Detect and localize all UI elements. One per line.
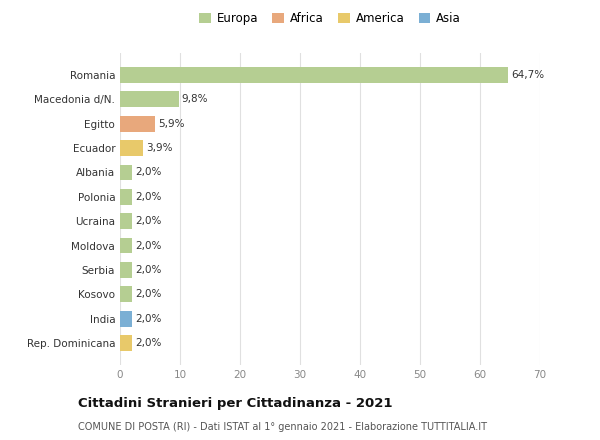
Text: COMUNE DI POSTA (RI) - Dati ISTAT al 1° gennaio 2021 - Elaborazione TUTTITALIA.I: COMUNE DI POSTA (RI) - Dati ISTAT al 1° …	[78, 422, 487, 433]
Bar	[120, 286, 132, 302]
Text: 2,0%: 2,0%	[135, 216, 161, 226]
Text: 2,0%: 2,0%	[135, 168, 161, 177]
Text: 9,8%: 9,8%	[182, 94, 208, 104]
Bar	[120, 92, 179, 107]
Bar	[120, 189, 132, 205]
Bar	[120, 311, 132, 326]
Text: 64,7%: 64,7%	[511, 70, 544, 80]
Text: 5,9%: 5,9%	[158, 119, 185, 128]
Text: 2,0%: 2,0%	[135, 314, 161, 324]
Text: 2,0%: 2,0%	[135, 338, 161, 348]
Text: 2,0%: 2,0%	[135, 192, 161, 202]
Bar	[120, 335, 132, 351]
Bar	[120, 165, 132, 180]
Bar	[120, 213, 132, 229]
Text: 3,9%: 3,9%	[146, 143, 173, 153]
Bar	[120, 67, 508, 83]
Text: 2,0%: 2,0%	[135, 241, 161, 250]
Text: 2,0%: 2,0%	[135, 290, 161, 299]
Text: 2,0%: 2,0%	[135, 265, 161, 275]
Text: Cittadini Stranieri per Cittadinanza - 2021: Cittadini Stranieri per Cittadinanza - 2…	[78, 397, 392, 410]
Bar	[120, 262, 132, 278]
Legend: Europa, Africa, America, Asia: Europa, Africa, America, Asia	[199, 12, 461, 25]
Bar	[120, 238, 132, 253]
Bar	[120, 140, 143, 156]
Bar	[120, 116, 155, 132]
